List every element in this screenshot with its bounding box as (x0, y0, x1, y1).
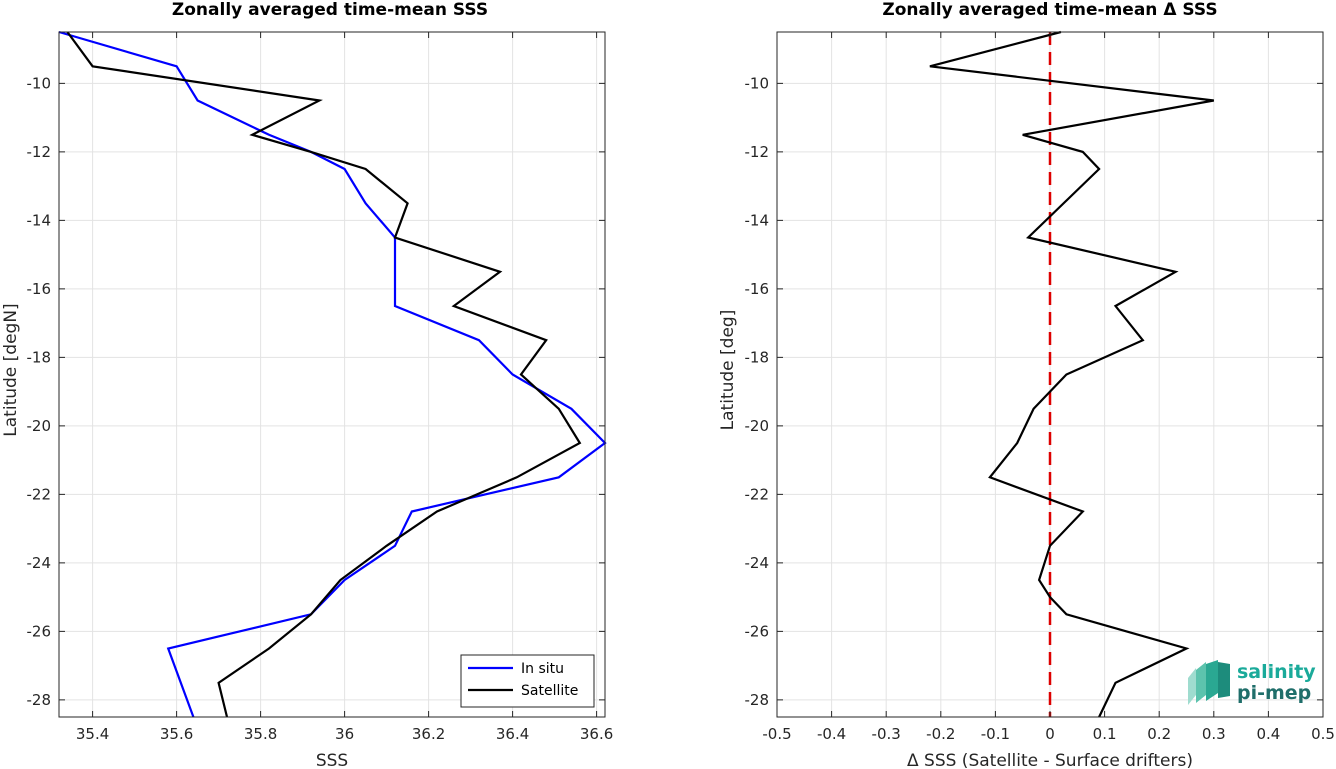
left-ytick-label: -10 (27, 74, 52, 92)
left-ytick-label: -28 (27, 691, 52, 709)
right-series-group (929, 30, 1214, 718)
left-ytick-label: -22 (27, 485, 52, 503)
legend-box (460, 654, 595, 708)
left-ytick-label: -20 (27, 417, 52, 435)
left-xtick-label: 35.8 (244, 725, 277, 743)
left-ticks: 35.4 35.6 35.8 36 36.2 36.4 36.6 -10 -12 -14 -16 -1… (27, 32, 613, 743)
legend: In situ Satellite (460, 654, 595, 708)
right-ytick-label: -24 (745, 554, 770, 572)
left-xtick-label: 36.4 (496, 725, 529, 743)
right-xtick-label: -0.1 (981, 725, 1010, 743)
right-ytick-label: -20 (745, 417, 770, 435)
left-xtick-label: 36.2 (412, 725, 445, 743)
legend-label-satellite: Satellite (521, 683, 578, 699)
left-xtick-label: 36.6 (580, 725, 613, 743)
right-ytick-label: -10 (745, 74, 770, 92)
right-xtick-label: 0.1 (1093, 725, 1117, 743)
left-ytick-label: -24 (27, 554, 52, 572)
left-chart-title: Zonally averaged time-mean SSS (172, 0, 488, 20)
left-grid (59, 32, 605, 717)
right-ytick-label: -22 (745, 485, 770, 503)
right-y-axis-label: Latitude [deg] (718, 310, 738, 431)
salinity-pi-mep-logo: salinity pi-mep (1188, 660, 1316, 705)
left-axes-box (58, 31, 606, 718)
left-ytick-label: -18 (27, 348, 52, 366)
left-ytick-label: -14 (27, 211, 52, 229)
right-ytick-label: -28 (745, 691, 770, 709)
right-ytick-label: -16 (745, 280, 770, 298)
left-y-axis-label: Latitude [degN] (1, 303, 21, 436)
right-series-line-delta-0 (929, 30, 1214, 718)
right-xtick-label: -0.5 (762, 725, 791, 743)
right-xtick-label: 0.4 (1256, 725, 1280, 743)
right-panel-delta-sss: Zonally averaged time-mean Δ SSS -0.5 -0.… (718, 0, 1335, 769)
right-xtick-label: 0.2 (1147, 725, 1171, 743)
logo-text-pi-mep: pi-mep (1237, 682, 1311, 704)
left-xtick-label: 35.4 (76, 725, 109, 743)
left-series-line-in-situ (58, 30, 607, 718)
logo-mark-icon (1188, 660, 1230, 705)
right-xtick-label: -0.4 (817, 725, 846, 743)
left-x-axis-label: SSS (316, 751, 348, 769)
right-xtick-label: 0.3 (1202, 725, 1226, 743)
left-panel-sss: Zonally averaged time-mean SSS 35.4 35.6 3… (1, 0, 613, 769)
right-x-axis-label: Δ SSS (Satellite - Surface drifters) (907, 751, 1193, 769)
left-ytick-label: -26 (27, 622, 52, 640)
left-xtick-label: 35.6 (160, 725, 193, 743)
left-xtick-label: 36 (335, 725, 354, 743)
right-ytick-label: -26 (745, 622, 770, 640)
right-ytick-label: -12 (745, 143, 770, 161)
left-series-line-satellite (66, 31, 582, 718)
right-chart-title: Zonally averaged time-mean Δ SSS (882, 0, 1217, 20)
right-xtick-label: -0.3 (872, 725, 901, 743)
right-ytick-label: -18 (745, 348, 770, 366)
left-ytick-label: -16 (27, 280, 52, 298)
right-ytick-label: -14 (745, 211, 770, 229)
left-series-group (58, 30, 607, 718)
right-xtick-label: 0.5 (1311, 725, 1335, 743)
left-ytick-label: -12 (27, 143, 52, 161)
legend-label-in-situ: In situ (521, 661, 564, 677)
logo-text-salinity: salinity (1237, 661, 1316, 683)
right-xtick-label: 0 (1045, 725, 1055, 743)
right-xtick-label: -0.2 (926, 725, 955, 743)
right-ticks: -0.5 -0.4 -0.3 -0.2 -0.1 0 0.1 0.2 0.3 0.4 0.5 -10 -… (745, 32, 1335, 743)
